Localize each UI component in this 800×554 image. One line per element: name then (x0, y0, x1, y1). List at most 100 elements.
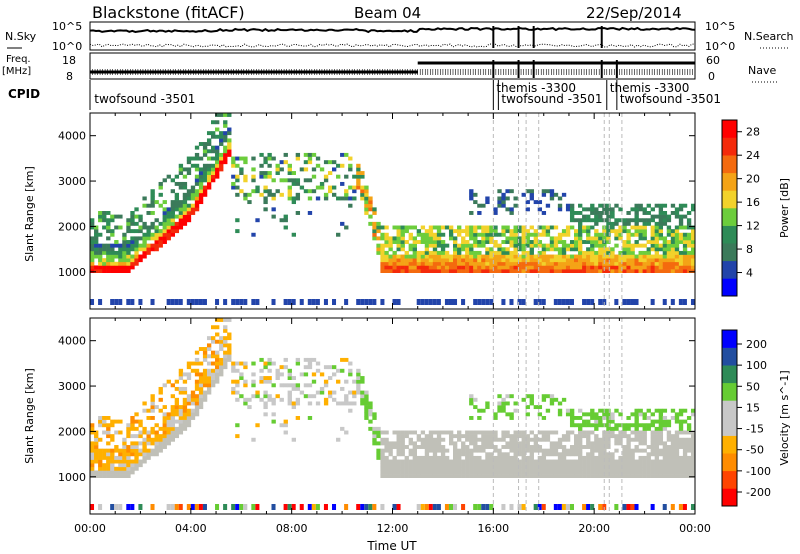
power-cell (416, 258, 422, 263)
power-cell (263, 171, 268, 175)
power-cell (162, 178, 167, 183)
power-cell (102, 269, 107, 273)
velocity-cell (525, 470, 530, 475)
velocity-cell (610, 434, 615, 439)
power-cell (271, 207, 276, 212)
power-cell (513, 232, 518, 237)
power-cell (666, 250, 672, 255)
velocity-cell (618, 423, 623, 428)
velocity-cell (497, 474, 502, 478)
power-cell (533, 265, 538, 270)
power-cell (364, 185, 369, 190)
power-cell (267, 156, 272, 161)
power-cell (674, 236, 680, 241)
velocity-cell (130, 441, 135, 446)
power-cell (255, 189, 260, 194)
power-cell (251, 178, 256, 183)
power-cell (428, 258, 434, 263)
power-cell (424, 261, 430, 266)
power-cell (598, 211, 603, 215)
velocity-cell (98, 504, 103, 510)
velocity-cell (461, 504, 466, 510)
power-cell (513, 250, 518, 255)
power-cell (90, 250, 95, 255)
power-cell (247, 192, 252, 197)
velocity-cell (110, 434, 115, 439)
power-cell (610, 258, 615, 263)
power-cell (521, 265, 526, 270)
velocity-cell (110, 466, 115, 471)
power-cell (372, 236, 377, 241)
velocity-cell (412, 448, 417, 453)
power-cell (215, 299, 220, 305)
power-cell (598, 240, 603, 244)
velocity-cell (610, 474, 615, 478)
y-tick-label: 2000 (58, 425, 86, 438)
velocity-cell (231, 504, 236, 510)
velocity-cell (513, 408, 518, 413)
power-cell (650, 218, 655, 223)
power-cell (198, 196, 204, 201)
velocity-cell (223, 354, 228, 359)
velocity-cell (396, 459, 401, 464)
power-cell (561, 299, 566, 305)
velocity-cell (106, 426, 111, 431)
velocity-cell (453, 470, 458, 475)
power-cell (574, 258, 579, 263)
velocity-cell (578, 430, 583, 435)
velocity-cell (114, 448, 119, 453)
power-cell (235, 156, 240, 161)
power-cell (202, 178, 208, 183)
power-cell (271, 192, 276, 197)
power-cell (206, 171, 212, 175)
power-cell (420, 258, 426, 263)
power-cell (267, 152, 272, 157)
velocity-cell (440, 455, 446, 460)
velocity-cell (553, 441, 559, 446)
power-cell (485, 254, 490, 259)
power-cell (243, 196, 248, 201)
power-cell (251, 156, 256, 161)
velocity-cell (198, 376, 204, 380)
velocity-cell (481, 441, 486, 446)
colorbar-tick-label: 4 (746, 267, 753, 280)
velocity-cell (565, 412, 571, 417)
velocity-cell (190, 416, 196, 420)
power-cell (178, 221, 184, 226)
power-cell (481, 299, 486, 305)
power-cell (440, 250, 446, 255)
power-cell (686, 211, 692, 215)
velocity-cell (465, 466, 470, 471)
velocity-cell (606, 463, 611, 468)
power-cell (102, 250, 107, 255)
power-cell (662, 214, 668, 219)
velocity-cell (614, 470, 619, 475)
power-cell (473, 299, 478, 305)
velocity-cell (513, 455, 518, 460)
velocity-cell (384, 430, 389, 435)
velocity-cell (509, 504, 514, 510)
power-cell (251, 232, 256, 237)
velocity-cell (638, 459, 643, 464)
power-cell (557, 203, 563, 208)
power-cell (206, 178, 212, 183)
power-cell (602, 236, 607, 241)
power-cell (569, 211, 575, 215)
velocity-cell (654, 430, 659, 435)
power-cell (231, 163, 236, 168)
velocity-cell (457, 452, 462, 457)
velocity-cell (138, 441, 143, 446)
velocity-cell (574, 423, 579, 428)
power-cell (658, 258, 664, 263)
velocity-cell (541, 466, 547, 471)
velocity-cell (186, 408, 192, 413)
velocity-cell (444, 430, 450, 435)
power-cell (650, 236, 655, 241)
velocity-cell (626, 455, 631, 460)
velocity-cell (497, 466, 502, 471)
power-cell (142, 236, 147, 241)
velocity-cell (594, 455, 599, 460)
velocity-cell (219, 339, 224, 344)
velocity-cell (574, 452, 579, 457)
velocity-cell (626, 466, 631, 471)
